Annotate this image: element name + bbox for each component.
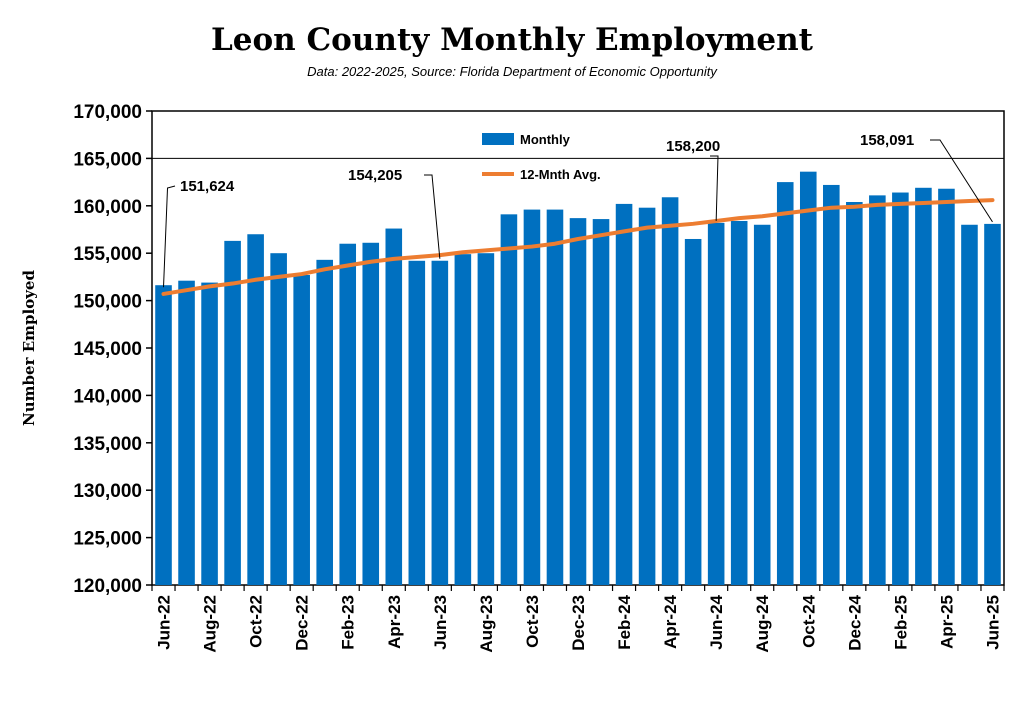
x-tick-label: Jun-25 [983,595,1002,650]
data-label-Jun-25: 158,091 [860,132,914,149]
x-tick-label: Dec-22 [293,595,312,651]
bar-May-25 [961,224,978,585]
x-tick-label: Jun-22 [155,595,174,650]
bar-Mar-23 [362,242,380,585]
bar-Oct-22 [247,234,264,586]
bar-Feb-23 [339,243,357,585]
y-tick-label: 130,000 [73,481,142,502]
x-tick-label: Aug-23 [477,595,496,653]
annotation-leader [163,185,176,288]
bar-Sep-22 [224,240,241,585]
x-tick-label: Feb-24 [615,594,634,649]
bar-Jan-24 [592,219,610,585]
bar-Jan-25 [869,195,886,585]
bar-Oct-23 [523,209,541,586]
bar-Nov-23 [546,209,564,586]
x-tick-label: Feb-25 [891,595,910,650]
bar-Apr-24 [661,197,679,585]
x-tick-label: Oct-24 [799,594,818,647]
annotation-leader [710,155,719,221]
bar-Jun-25 [984,223,1001,585]
x-tick-label: Oct-22 [247,595,266,648]
x-tick-label: Apr-23 [385,595,404,649]
x-tick-label: Aug-22 [201,595,220,653]
bar-Sep-23 [500,214,518,585]
y-tick-label: 140,000 [73,386,142,407]
bar-Nov-24 [823,184,840,585]
bar-Mar-24 [638,207,656,586]
series-line-12-mnth-avg [161,198,995,296]
bar-Apr-23 [385,228,403,585]
bar-Sep-24 [776,182,794,585]
y-tick-label: 145,000 [73,339,142,360]
y-tick-label: 150,000 [73,292,142,313]
bar-Aug-22 [201,282,218,585]
x-tick-label: Jun-24 [707,594,726,649]
bar-Oct-24 [799,171,817,585]
bar-Jul-22 [178,280,195,585]
x-tick-label: Dec-24 [845,594,864,650]
y-tick-label: 120,000 [73,576,142,597]
chart-subtitle: Data: 2022-2025, Source: Florida Departm… [307,64,717,79]
bar-Jan-23 [316,259,333,585]
bar-Feb-24 [615,203,633,586]
y-axis-label: Number Employed [20,270,38,426]
x-tick-label: Apr-25 [937,595,956,649]
bar-Feb-25 [892,192,909,585]
x-tick-label: Apr-24 [661,594,680,648]
bar-May-24 [684,238,702,586]
y-tick-label: 135,000 [73,434,142,455]
x-tick-label: Aug-24 [753,594,772,652]
x-tick-label: Feb-23 [339,595,358,650]
bar-Jul-23 [454,254,472,585]
x-tick-label: Dec-23 [569,595,588,651]
x-tick-label: Oct-23 [523,595,542,648]
bar-Dec-22 [293,275,310,585]
y-tick-label: 170,000 [73,102,142,123]
data-label-Jun-24: 158,200 [666,138,720,155]
annotation-leader [424,174,441,259]
bar-Jun-24 [707,222,725,585]
legend-label-12-mnth-avg: 12-Mnth Avg. [520,167,601,182]
y-tick-label: 165,000 [73,149,142,170]
bar-Jun-22 [155,285,172,585]
chart-title: Leon County Monthly Employment [210,22,813,58]
data-label-Jun-22: 151,624 [180,178,235,195]
y-tick-label: 160,000 [73,197,142,218]
legend-label-monthly: Monthly [520,132,571,147]
bar-Dec-24 [846,202,863,585]
y-tick-label: 125,000 [73,529,142,550]
bar-Nov-22 [270,253,287,585]
bar-Jul-24 [730,220,748,585]
bar-Apr-25 [938,188,955,585]
y-tick-label: 155,000 [73,244,142,265]
bar-Mar-25 [915,187,932,585]
data-label-Jun-23: 154,205 [348,167,402,184]
bar-Jun-23 [431,260,449,585]
x-tick-label: Jun-23 [431,595,450,650]
bar-Aug-23 [477,253,495,585]
legend-swatch-monthly [482,133,514,145]
annotation-leader [930,139,993,223]
bar-May-23 [408,260,426,585]
bar-Dec-23 [569,218,587,585]
bar-Aug-24 [753,224,771,585]
